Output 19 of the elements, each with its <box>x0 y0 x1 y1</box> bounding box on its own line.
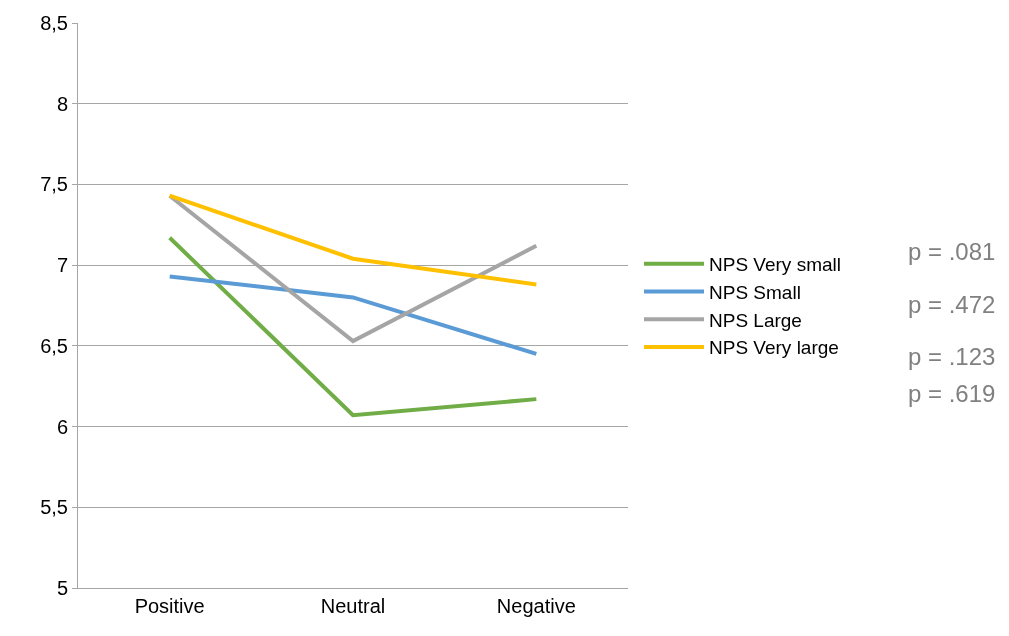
legend-label: NPS Very small <box>709 254 841 276</box>
y-tick-label: 8 <box>56 92 68 115</box>
y-tick-label: 5,5 <box>40 496 68 519</box>
y-tick-label: 7 <box>56 254 68 277</box>
x-tick-label: Negative <box>496 595 576 617</box>
text: p = .472 <box>908 291 996 318</box>
text: p = .081 <box>908 238 996 265</box>
y-tick-label: 7,5 <box>40 173 68 196</box>
legend-label: NPS Very large <box>709 337 839 359</box>
x-tick-label: Positive <box>134 595 205 617</box>
legend-label: NPS Small <box>709 281 801 303</box>
y-tick-label: 8,5 <box>40 12 68 34</box>
y-tick-label: 5 <box>56 577 68 599</box>
y-tick-label: 6 <box>56 415 68 438</box>
legend-label: NPS Large <box>709 309 802 331</box>
text: p = .619 <box>908 380 996 407</box>
x-tick-label: Neutral <box>320 595 386 617</box>
text: p = .123 <box>908 343 996 370</box>
y-tick-label: 6,5 <box>40 334 68 357</box>
